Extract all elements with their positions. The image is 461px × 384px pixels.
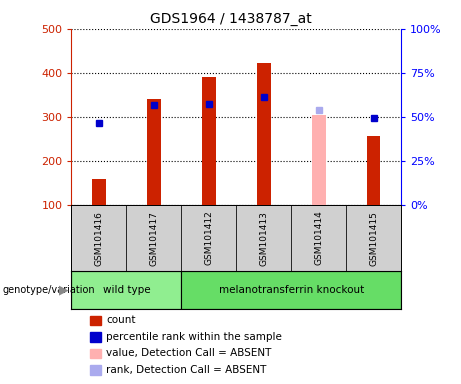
Bar [181, 205, 236, 271]
Bar [71, 271, 181, 309]
Bar [202, 78, 216, 205]
Text: melanotransferrin knockout: melanotransferrin knockout [219, 285, 364, 295]
Bar [147, 99, 161, 205]
Text: value, Detection Call = ABSENT: value, Detection Call = ABSENT [106, 348, 272, 359]
Text: GSM101417: GSM101417 [149, 211, 159, 266]
Text: wild type: wild type [103, 285, 150, 295]
Text: GSM101412: GSM101412 [204, 211, 213, 265]
Bar [236, 205, 291, 271]
Bar [346, 205, 401, 271]
Text: GSM101415: GSM101415 [369, 211, 378, 266]
Bar [181, 271, 401, 309]
Text: rank, Detection Call = ABSENT: rank, Detection Call = ABSENT [106, 365, 266, 375]
Text: GSM101416: GSM101416 [95, 211, 103, 266]
Text: percentile rank within the sample: percentile rank within the sample [106, 332, 282, 342]
Bar [126, 205, 181, 271]
Bar [291, 205, 346, 271]
Bar [71, 205, 126, 271]
Bar [257, 63, 271, 205]
Text: count: count [106, 315, 136, 326]
Text: genotype/variation: genotype/variation [2, 285, 95, 295]
Bar [367, 136, 380, 205]
Text: ▶: ▶ [59, 283, 68, 296]
Bar [312, 115, 325, 205]
Text: GSM101413: GSM101413 [259, 211, 268, 266]
Text: GSM101414: GSM101414 [314, 211, 323, 265]
Text: GDS1964 / 1438787_at: GDS1964 / 1438787_at [150, 12, 311, 25]
Bar [92, 179, 106, 205]
